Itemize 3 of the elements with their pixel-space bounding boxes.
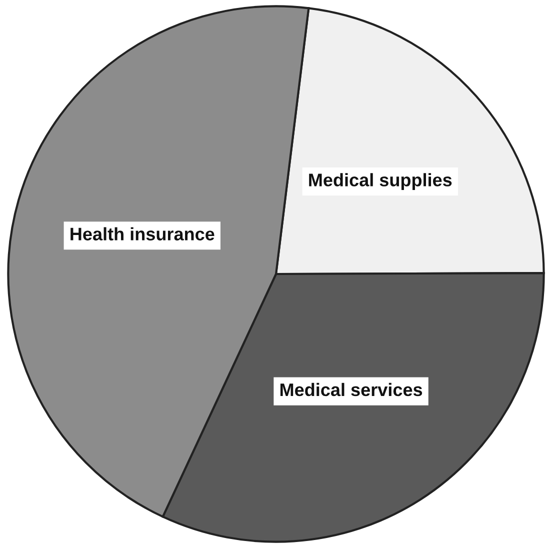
slice-label: Medical supplies: [309, 173, 452, 190]
slice-label: Health insurance: [70, 227, 214, 240]
slice-label: Medical services: [280, 382, 422, 396]
